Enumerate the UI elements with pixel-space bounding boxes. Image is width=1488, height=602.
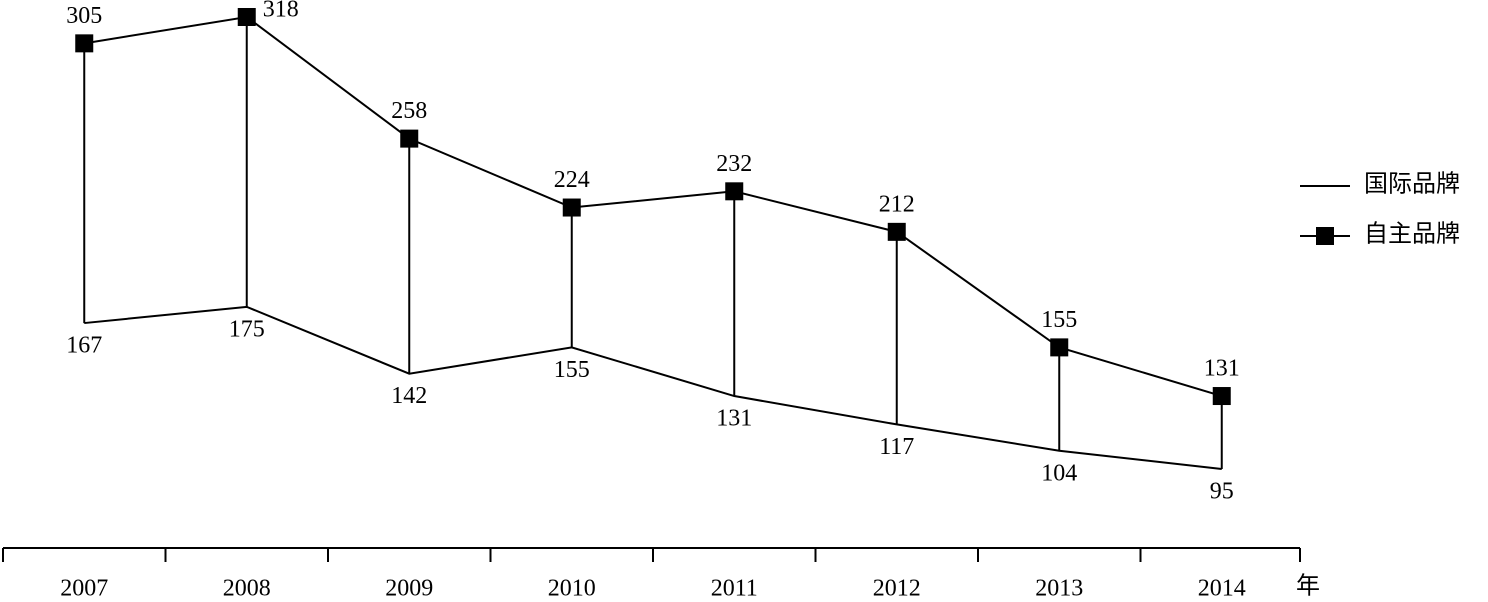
x-tick-label: 2009 bbox=[385, 576, 433, 602]
series-line bbox=[84, 305, 1222, 470]
data-label: 155 bbox=[1041, 307, 1077, 333]
data-label: 117 bbox=[879, 434, 914, 460]
data-label: 131 bbox=[716, 406, 752, 432]
data-label: 95 bbox=[1210, 479, 1234, 505]
point bbox=[75, 34, 94, 53]
point bbox=[562, 198, 581, 217]
series-line bbox=[84, 15, 1223, 397]
point bbox=[400, 129, 419, 148]
x-tick-label: 2010 bbox=[548, 576, 596, 602]
data-label: 175 bbox=[229, 316, 265, 342]
x-tick-label: 2008 bbox=[223, 576, 271, 602]
point bbox=[1212, 387, 1231, 406]
data-label: 104 bbox=[1041, 460, 1077, 486]
data-label: 142 bbox=[391, 383, 427, 409]
data-label: 224 bbox=[554, 167, 590, 193]
x-tick-label: 2011 bbox=[711, 576, 758, 602]
point bbox=[1050, 338, 1069, 357]
data-label: 155 bbox=[554, 357, 590, 383]
x-tick-label: 2013 bbox=[1035, 576, 1083, 602]
legend-label: 自主品牌 bbox=[1364, 221, 1460, 248]
data-label: 258 bbox=[391, 98, 427, 124]
legend-label: 国际品牌 bbox=[1364, 171, 1460, 198]
data-label: 232 bbox=[716, 151, 752, 177]
data-label: 212 bbox=[879, 191, 915, 217]
data-label: 305 bbox=[66, 3, 102, 29]
x-tick-label: 2007 bbox=[60, 576, 108, 602]
point bbox=[237, 8, 256, 26]
data-label: 318 bbox=[263, 0, 299, 23]
x-tick-label: 2014 bbox=[1198, 576, 1246, 602]
point bbox=[887, 222, 906, 241]
x-tick-label: 2012 bbox=[873, 576, 921, 602]
data-label: 131 bbox=[1204, 356, 1240, 382]
data-label: 167 bbox=[66, 333, 102, 359]
point bbox=[725, 182, 744, 201]
legend-marker bbox=[1316, 227, 1334, 245]
x-axis-label: 年 bbox=[1296, 573, 1320, 600]
